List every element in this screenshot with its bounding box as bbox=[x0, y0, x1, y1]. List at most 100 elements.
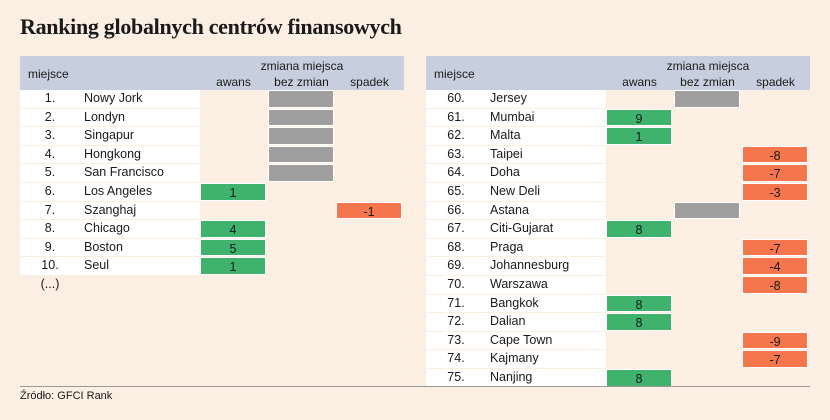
rank-number: 66. bbox=[447, 202, 465, 217]
bez-zmian-cell bbox=[268, 164, 334, 182]
spadek-cell: -4 bbox=[742, 257, 808, 275]
table-row: 10. Seul 1 bbox=[20, 257, 404, 276]
rank-number: 73. bbox=[447, 332, 465, 347]
row-background bbox=[426, 108, 606, 127]
awans-cell: 8 bbox=[606, 313, 672, 331]
city-name: Hongkong bbox=[84, 146, 141, 161]
rank-number: 65. bbox=[447, 183, 465, 198]
table-row: 72. Dalian 8 bbox=[426, 313, 810, 332]
bez-zmian-cell bbox=[268, 145, 334, 164]
city-name: Nanjing bbox=[490, 369, 533, 384]
header-spadek: spadek bbox=[350, 75, 389, 89]
rank-number: 6. bbox=[44, 183, 56, 198]
city-name: San Francisco bbox=[84, 165, 164, 180]
row-background bbox=[426, 331, 606, 350]
row-background bbox=[426, 275, 606, 294]
header-bez-zmian: bez zmian bbox=[680, 75, 735, 89]
spadek-cell: -8 bbox=[742, 145, 808, 164]
header-awans: awans bbox=[216, 75, 251, 89]
table-header: miejsce zmiana miejsca awans bez zmian s… bbox=[426, 56, 810, 90]
awans-cell: 4 bbox=[200, 220, 266, 238]
ranking-table-left: miejsce zmiana miejsca awans bez zmian s… bbox=[20, 56, 404, 295]
spadek-cell: -1 bbox=[336, 201, 402, 220]
table-row: 61. Mumbai 9 bbox=[426, 108, 810, 128]
city-name: Praga bbox=[490, 239, 524, 254]
city-name: Dalian bbox=[490, 314, 526, 329]
row-background bbox=[426, 127, 606, 145]
table-row: 75. Nanjing 8 bbox=[426, 368, 810, 388]
table-row: 5. San Francisco bbox=[20, 164, 404, 183]
bez-zmian-cell bbox=[268, 108, 334, 127]
bez-zmian-cell bbox=[674, 90, 740, 108]
city-name: Mumbai bbox=[490, 109, 535, 124]
table-row: 1. Nowy Jork bbox=[20, 90, 404, 109]
bez-zmian-cell bbox=[268, 90, 334, 108]
rank-number: 72. bbox=[447, 314, 465, 329]
chart-title: Ranking globalnych centrów finansowych bbox=[20, 14, 402, 39]
rank-number: 62. bbox=[447, 128, 465, 143]
source-note: Źródło: GFCI Rank bbox=[20, 390, 113, 402]
city-name: Szanghaj bbox=[84, 202, 137, 217]
awans-cell: 8 bbox=[606, 368, 672, 387]
row-background bbox=[426, 90, 606, 108]
row-background bbox=[20, 108, 200, 127]
rank-number: 2. bbox=[44, 109, 56, 124]
city-name: Jersey bbox=[490, 91, 527, 105]
row-background bbox=[20, 90, 200, 108]
city-name: Citi-Gujarat bbox=[490, 221, 554, 236]
row-background bbox=[20, 201, 200, 220]
city-name: Boston bbox=[84, 239, 123, 254]
rank-number: 9. bbox=[44, 239, 56, 254]
city-name: Doha bbox=[490, 165, 520, 180]
table-row: 4. Hongkong bbox=[20, 145, 404, 165]
rank-number: 61. bbox=[447, 109, 465, 124]
city-name: Johannesburg bbox=[490, 258, 570, 273]
header-zmiana-miejsca: zmiana miejsca bbox=[666, 59, 750, 73]
rank-number: 75. bbox=[447, 369, 465, 384]
row-background bbox=[426, 313, 606, 331]
rank-number: 74. bbox=[447, 351, 465, 366]
awans-cell: 1 bbox=[200, 257, 266, 275]
table-row: 2. Londyn bbox=[20, 108, 404, 128]
rank-number: 64. bbox=[447, 165, 465, 180]
table-row: 67. Citi-Gujarat 8 bbox=[426, 220, 810, 239]
bez-zmian-cell bbox=[268, 127, 334, 145]
city-name: Singapur bbox=[84, 128, 135, 143]
table-rows-left: 1. Nowy Jork 2. Londyn 3. Singapur 4. Hongkong 5… bbox=[20, 90, 404, 295]
spadek-cell: -7 bbox=[742, 164, 808, 182]
table-row: 71. Bangkok 8 bbox=[426, 294, 810, 314]
table-row: 70. Warszawa -8 bbox=[426, 275, 810, 295]
table-rows-right: 60. Jersey 61. Mumbai 9 62. Malta 1 63. Taipei -8 6… bbox=[426, 90, 810, 388]
city-name: Seul bbox=[84, 258, 110, 273]
row-background bbox=[20, 127, 200, 145]
rank-number: 68. bbox=[447, 239, 465, 254]
table-row: 66. Astana bbox=[426, 201, 810, 221]
table-row: 65. New Deli -3 bbox=[426, 182, 810, 202]
rank-number: 70. bbox=[447, 276, 465, 291]
row-background bbox=[426, 201, 606, 220]
rank-number: 67. bbox=[447, 221, 465, 236]
rank-number: 60. bbox=[447, 91, 465, 105]
row-background bbox=[426, 368, 606, 387]
footer-divider bbox=[20, 386, 810, 387]
city-name: Los Angeles bbox=[84, 183, 153, 198]
spadek-cell: -9 bbox=[742, 331, 808, 350]
awans-cell: 5 bbox=[200, 238, 266, 257]
awans-cell: 8 bbox=[606, 294, 672, 313]
table-row: 74. Kajmany -7 bbox=[426, 350, 810, 369]
header-zmiana-miejsca: zmiana miejsca bbox=[260, 59, 344, 73]
header-miejsce: miejsce bbox=[28, 67, 69, 81]
rank-number: 63. bbox=[447, 146, 465, 161]
table-row: 8. Chicago 4 bbox=[20, 220, 404, 239]
city-name: New Deli bbox=[490, 183, 541, 198]
city-name: Warszawa bbox=[490, 276, 548, 291]
spadek-cell: -7 bbox=[742, 350, 808, 368]
table-row: 6. Los Angeles 1 bbox=[20, 182, 404, 202]
city-name: Kajmany bbox=[490, 351, 539, 366]
city-name: Chicago bbox=[84, 221, 130, 236]
rank-number: 10. bbox=[41, 258, 59, 273]
row-background bbox=[20, 220, 200, 238]
ellipsis-text: (...) bbox=[40, 276, 60, 291]
city-name: Bangkok bbox=[490, 295, 539, 310]
rank-number: 1. bbox=[44, 91, 56, 105]
